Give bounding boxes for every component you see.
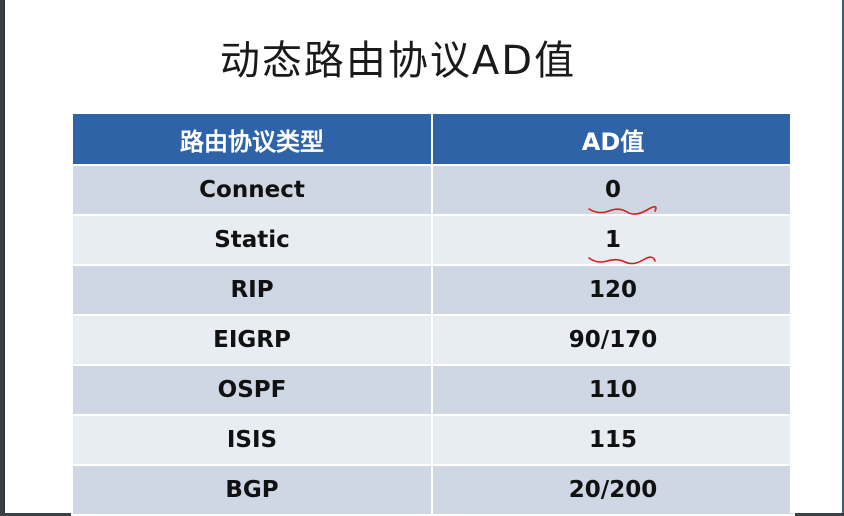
table-row: RIP 120 (71, 264, 795, 316)
slide: 动态路由协议AD值 路由协议类型 AD值 Connect 0 (4, 0, 795, 516)
header-ad-value: AD值 (431, 112, 795, 166)
table-row: Static 1 (71, 214, 795, 266)
protocol-cell: ISIS (71, 414, 433, 466)
table-row: EIGRP 90/170 (71, 314, 795, 366)
handwritten-underline (588, 205, 657, 215)
table-row: OSPF 110 (71, 364, 795, 416)
table-row: BGP 20/200 (71, 464, 795, 516)
header-protocol-type: 路由协议类型 (71, 112, 433, 166)
ad-cell: 90/170 (431, 314, 795, 366)
ad-cell: 0 (431, 164, 795, 216)
protocol-cell: EIGRP (71, 314, 433, 366)
protocol-cell: BGP (71, 464, 433, 516)
ad-cell: 20/200 (431, 464, 795, 516)
protocol-cell: Connect (71, 164, 433, 216)
ad-cell: 115 (431, 414, 795, 466)
table-row: Connect 0 (71, 164, 795, 216)
ad-cell: 110 (431, 364, 795, 416)
protocol-cell: RIP (71, 264, 433, 316)
handwritten-underline (588, 256, 656, 265)
window-border (842, 0, 844, 513)
table-row: ISIS 115 (71, 414, 795, 466)
table-header-row: 路由协议类型 AD值 (71, 112, 795, 166)
window-edge (790, 0, 844, 513)
ad-value: 1 (604, 227, 621, 253)
protocol-cell: OSPF (71, 364, 433, 416)
protocol-cell: Static (71, 214, 433, 266)
ad-cell: 120 (431, 264, 795, 316)
ad-value: 0 (604, 177, 621, 203)
ad-cell: 1 (431, 214, 795, 266)
page-title: 动态路由协议AD值 (219, 38, 577, 84)
ad-table: 路由协议类型 AD值 Connect 0 Static (71, 112, 795, 516)
